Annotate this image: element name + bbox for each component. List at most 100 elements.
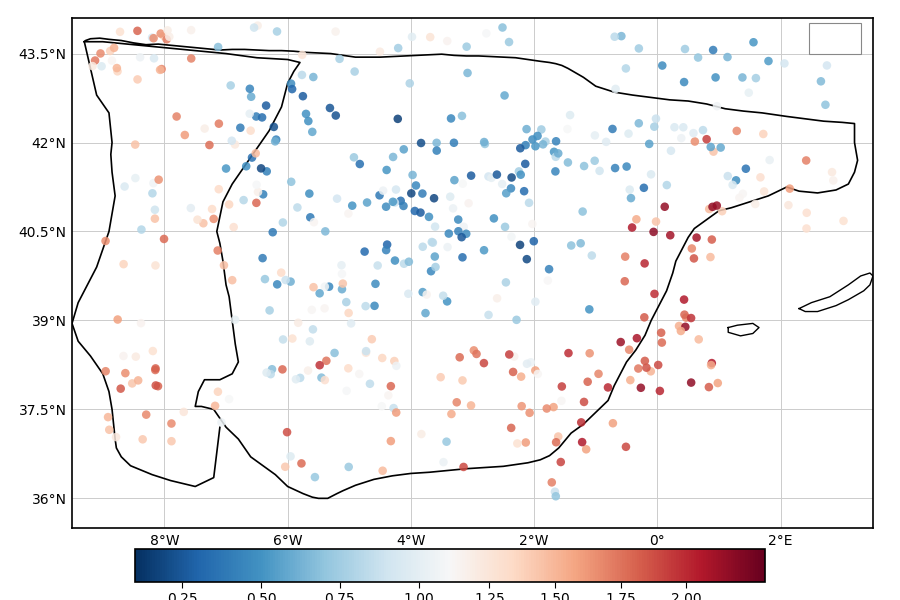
Point (396, 201, 410, 211)
Point (256, 253, 270, 263)
Point (251, 187, 266, 197)
Point (344, 319, 358, 328)
Point (548, 487, 562, 497)
Point (487, 214, 501, 223)
Point (638, 356, 652, 366)
Point (691, 335, 706, 344)
Point (373, 191, 387, 200)
Point (212, 184, 226, 194)
Point (658, 202, 672, 212)
Point (184, 25, 198, 35)
Point (358, 301, 373, 311)
Point (619, 162, 634, 172)
Point (667, 122, 681, 132)
Point (705, 235, 719, 244)
Point (335, 269, 349, 279)
Point (335, 284, 349, 294)
Point (278, 275, 293, 285)
Point (117, 182, 131, 191)
Point (608, 32, 622, 41)
Point (654, 328, 669, 338)
Point (393, 196, 408, 206)
Point (446, 203, 460, 213)
Point (139, 410, 153, 419)
Point (782, 184, 796, 193)
Point (249, 180, 264, 190)
Point (678, 322, 692, 332)
Point (642, 139, 656, 149)
Point (146, 346, 160, 356)
Point (502, 350, 517, 359)
Point (130, 74, 145, 84)
Point (454, 232, 469, 242)
Point (469, 349, 483, 359)
Point (289, 374, 303, 384)
Point (359, 346, 374, 356)
Point (307, 217, 321, 227)
Point (651, 360, 665, 370)
Point (320, 356, 334, 365)
Point (725, 180, 740, 190)
Point (302, 337, 317, 346)
Point (318, 375, 332, 385)
Point (512, 167, 526, 176)
Point (439, 437, 454, 446)
Point (714, 143, 728, 152)
Point (145, 33, 159, 43)
Point (451, 215, 465, 224)
Point (649, 114, 663, 124)
Point (159, 35, 174, 44)
Point (184, 203, 198, 213)
Point (601, 383, 616, 392)
Point (455, 376, 470, 385)
Point (284, 452, 298, 461)
Point (212, 119, 226, 128)
Point (397, 145, 411, 154)
Point (706, 45, 720, 55)
Point (639, 363, 653, 373)
Point (357, 247, 372, 256)
Point (391, 114, 405, 124)
Point (347, 67, 362, 76)
Point (478, 139, 492, 149)
Point (579, 445, 593, 454)
Point (104, 56, 119, 65)
Point (219, 164, 233, 173)
Point (165, 436, 179, 446)
Point (259, 167, 274, 176)
Point (811, 40, 825, 50)
Point (112, 27, 127, 37)
Point (498, 222, 512, 232)
Point (419, 290, 434, 299)
Point (588, 131, 602, 140)
Point (301, 366, 315, 376)
Point (704, 142, 718, 152)
Point (248, 149, 263, 158)
Point (588, 156, 602, 166)
Point (453, 352, 467, 362)
Point (302, 116, 316, 126)
Point (495, 179, 509, 189)
Point (477, 358, 491, 368)
Point (482, 310, 496, 320)
Point (225, 275, 239, 285)
Point (706, 202, 720, 212)
Point (94, 61, 109, 71)
Point (706, 147, 721, 157)
Point (386, 403, 400, 413)
Point (113, 384, 128, 394)
Point (299, 109, 313, 119)
Point (617, 277, 632, 286)
Point (490, 170, 504, 179)
Point (634, 383, 648, 392)
Point (757, 187, 771, 196)
Point (710, 101, 724, 111)
Point (824, 167, 839, 177)
Point (647, 289, 662, 299)
Point (711, 378, 725, 388)
Point (554, 382, 569, 391)
Point (720, 52, 734, 62)
Point (519, 124, 534, 134)
Point (715, 206, 729, 216)
Point (507, 352, 521, 361)
